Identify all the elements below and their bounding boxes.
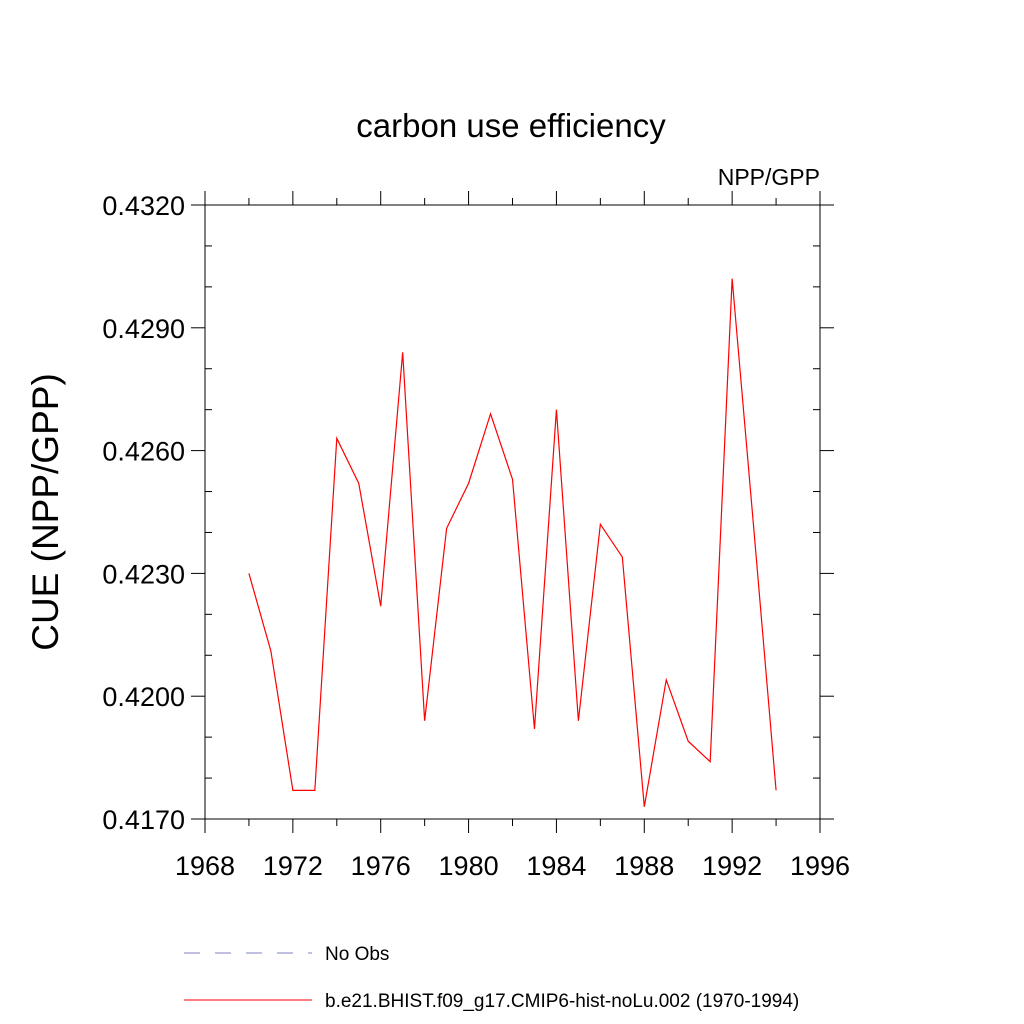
x-tick-label: 1968 bbox=[175, 851, 235, 881]
x-tick-label: 1992 bbox=[702, 851, 762, 881]
x-tick-label: 1976 bbox=[351, 851, 411, 881]
chart-title: carbon use efficiency bbox=[356, 107, 666, 144]
x-tick-label: 1980 bbox=[439, 851, 499, 881]
y-axis-label: CUE (NPP/GPP) bbox=[25, 373, 66, 651]
legend-label: No Obs bbox=[325, 944, 389, 965]
x-tick-label: 1972 bbox=[263, 851, 323, 881]
y-tick-label: 0.4230 bbox=[102, 559, 185, 589]
y-tick-label: 0.4200 bbox=[102, 682, 185, 712]
x-tick-label: 1988 bbox=[614, 851, 674, 881]
legend-label: b.e21.BHIST.f09_g17.CMIP6-hist-noLu.002 … bbox=[325, 991, 799, 1012]
y-tick-label: 0.4260 bbox=[102, 437, 185, 467]
x-tick-label: 1996 bbox=[790, 851, 850, 881]
series-line bbox=[248, 278, 777, 807]
y-tick-label: 0.4290 bbox=[102, 314, 185, 344]
x-tick-label: 1984 bbox=[526, 851, 586, 881]
plot-frame bbox=[204, 204, 821, 820]
y-tick-label: 0.4170 bbox=[102, 805, 185, 835]
y-tick-label: 0.4320 bbox=[102, 191, 185, 221]
chart-subtitle: NPP/GPP bbox=[718, 164, 820, 190]
